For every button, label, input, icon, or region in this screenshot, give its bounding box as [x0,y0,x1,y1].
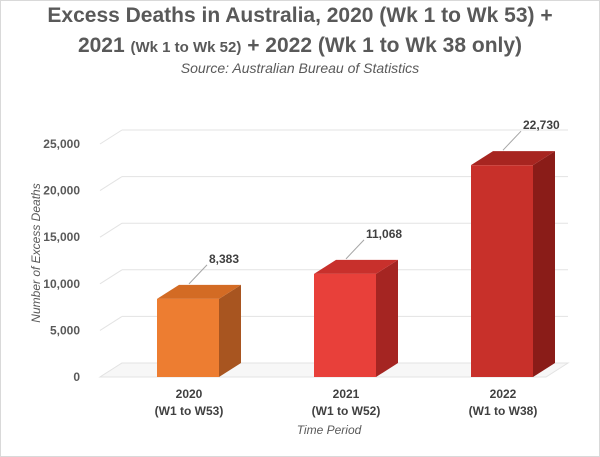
chart-title-year: 2021 [77,34,125,57]
bar-side [219,284,241,377]
bar-front [314,273,376,377]
chart-title-rest: + 2022 (Wk 1 to Wk 38 only) [247,34,523,57]
x-tick-label-range: (W1 to W52) [312,404,381,418]
data-label: 22,730 [523,118,560,132]
y-tick-label: 15,000 [43,230,80,244]
gridline-perspective [99,315,123,331]
bar-front [157,298,219,377]
bar-top [471,151,555,166]
x-tick-label-range: (W1 to W38) [469,404,538,418]
bar-2022 [471,151,555,377]
x-tick-label-year: 2022 [490,387,517,401]
bar-2021 [314,259,398,377]
gridline-perspective [99,269,123,285]
bar-2020 [157,284,241,377]
x-axis-label: Time Period [297,423,362,437]
y-tick-label: 20,000 [43,184,80,198]
bar-top [157,284,241,299]
bar-top [314,259,398,274]
bar-front [471,165,533,377]
x-tick-label-range: (W1 to W53) [155,404,224,418]
bar-side [533,151,555,377]
y-tick-label: 25,000 [43,137,80,151]
gridline-perspective [99,129,123,145]
chart-title-line1: Excess Deaths in Australia, 2020 (Wk 1 t… [47,4,553,27]
data-label-leader [188,264,208,285]
data-label: 8,383 [209,252,239,266]
data-label-leader [345,239,365,260]
gridline-perspective [99,176,123,192]
data-label: 11,068 [366,227,402,241]
chart-subtitle: Source: Australian Bureau of Statistics [180,60,420,76]
y-tick-label: 10,000 [43,277,80,291]
y-tick-label: 0 [73,370,80,384]
y-tick-label: 5,000 [50,323,80,337]
data-label-leader [502,130,522,151]
y-axis-label: Number of Excess Deaths [29,183,43,322]
chart-title-line2: 2021 (Wk 1 to Wk 52) + 2022 (Wk 1 to Wk … [0,34,600,58]
x-tick-label-year: 2021 [333,387,360,401]
bar-side [376,259,398,377]
x-tick-label-year: 2020 [176,387,203,401]
gridline-perspective [99,222,123,238]
chart-title-weeks: (Wk 1 to Wk 52) [130,39,242,56]
